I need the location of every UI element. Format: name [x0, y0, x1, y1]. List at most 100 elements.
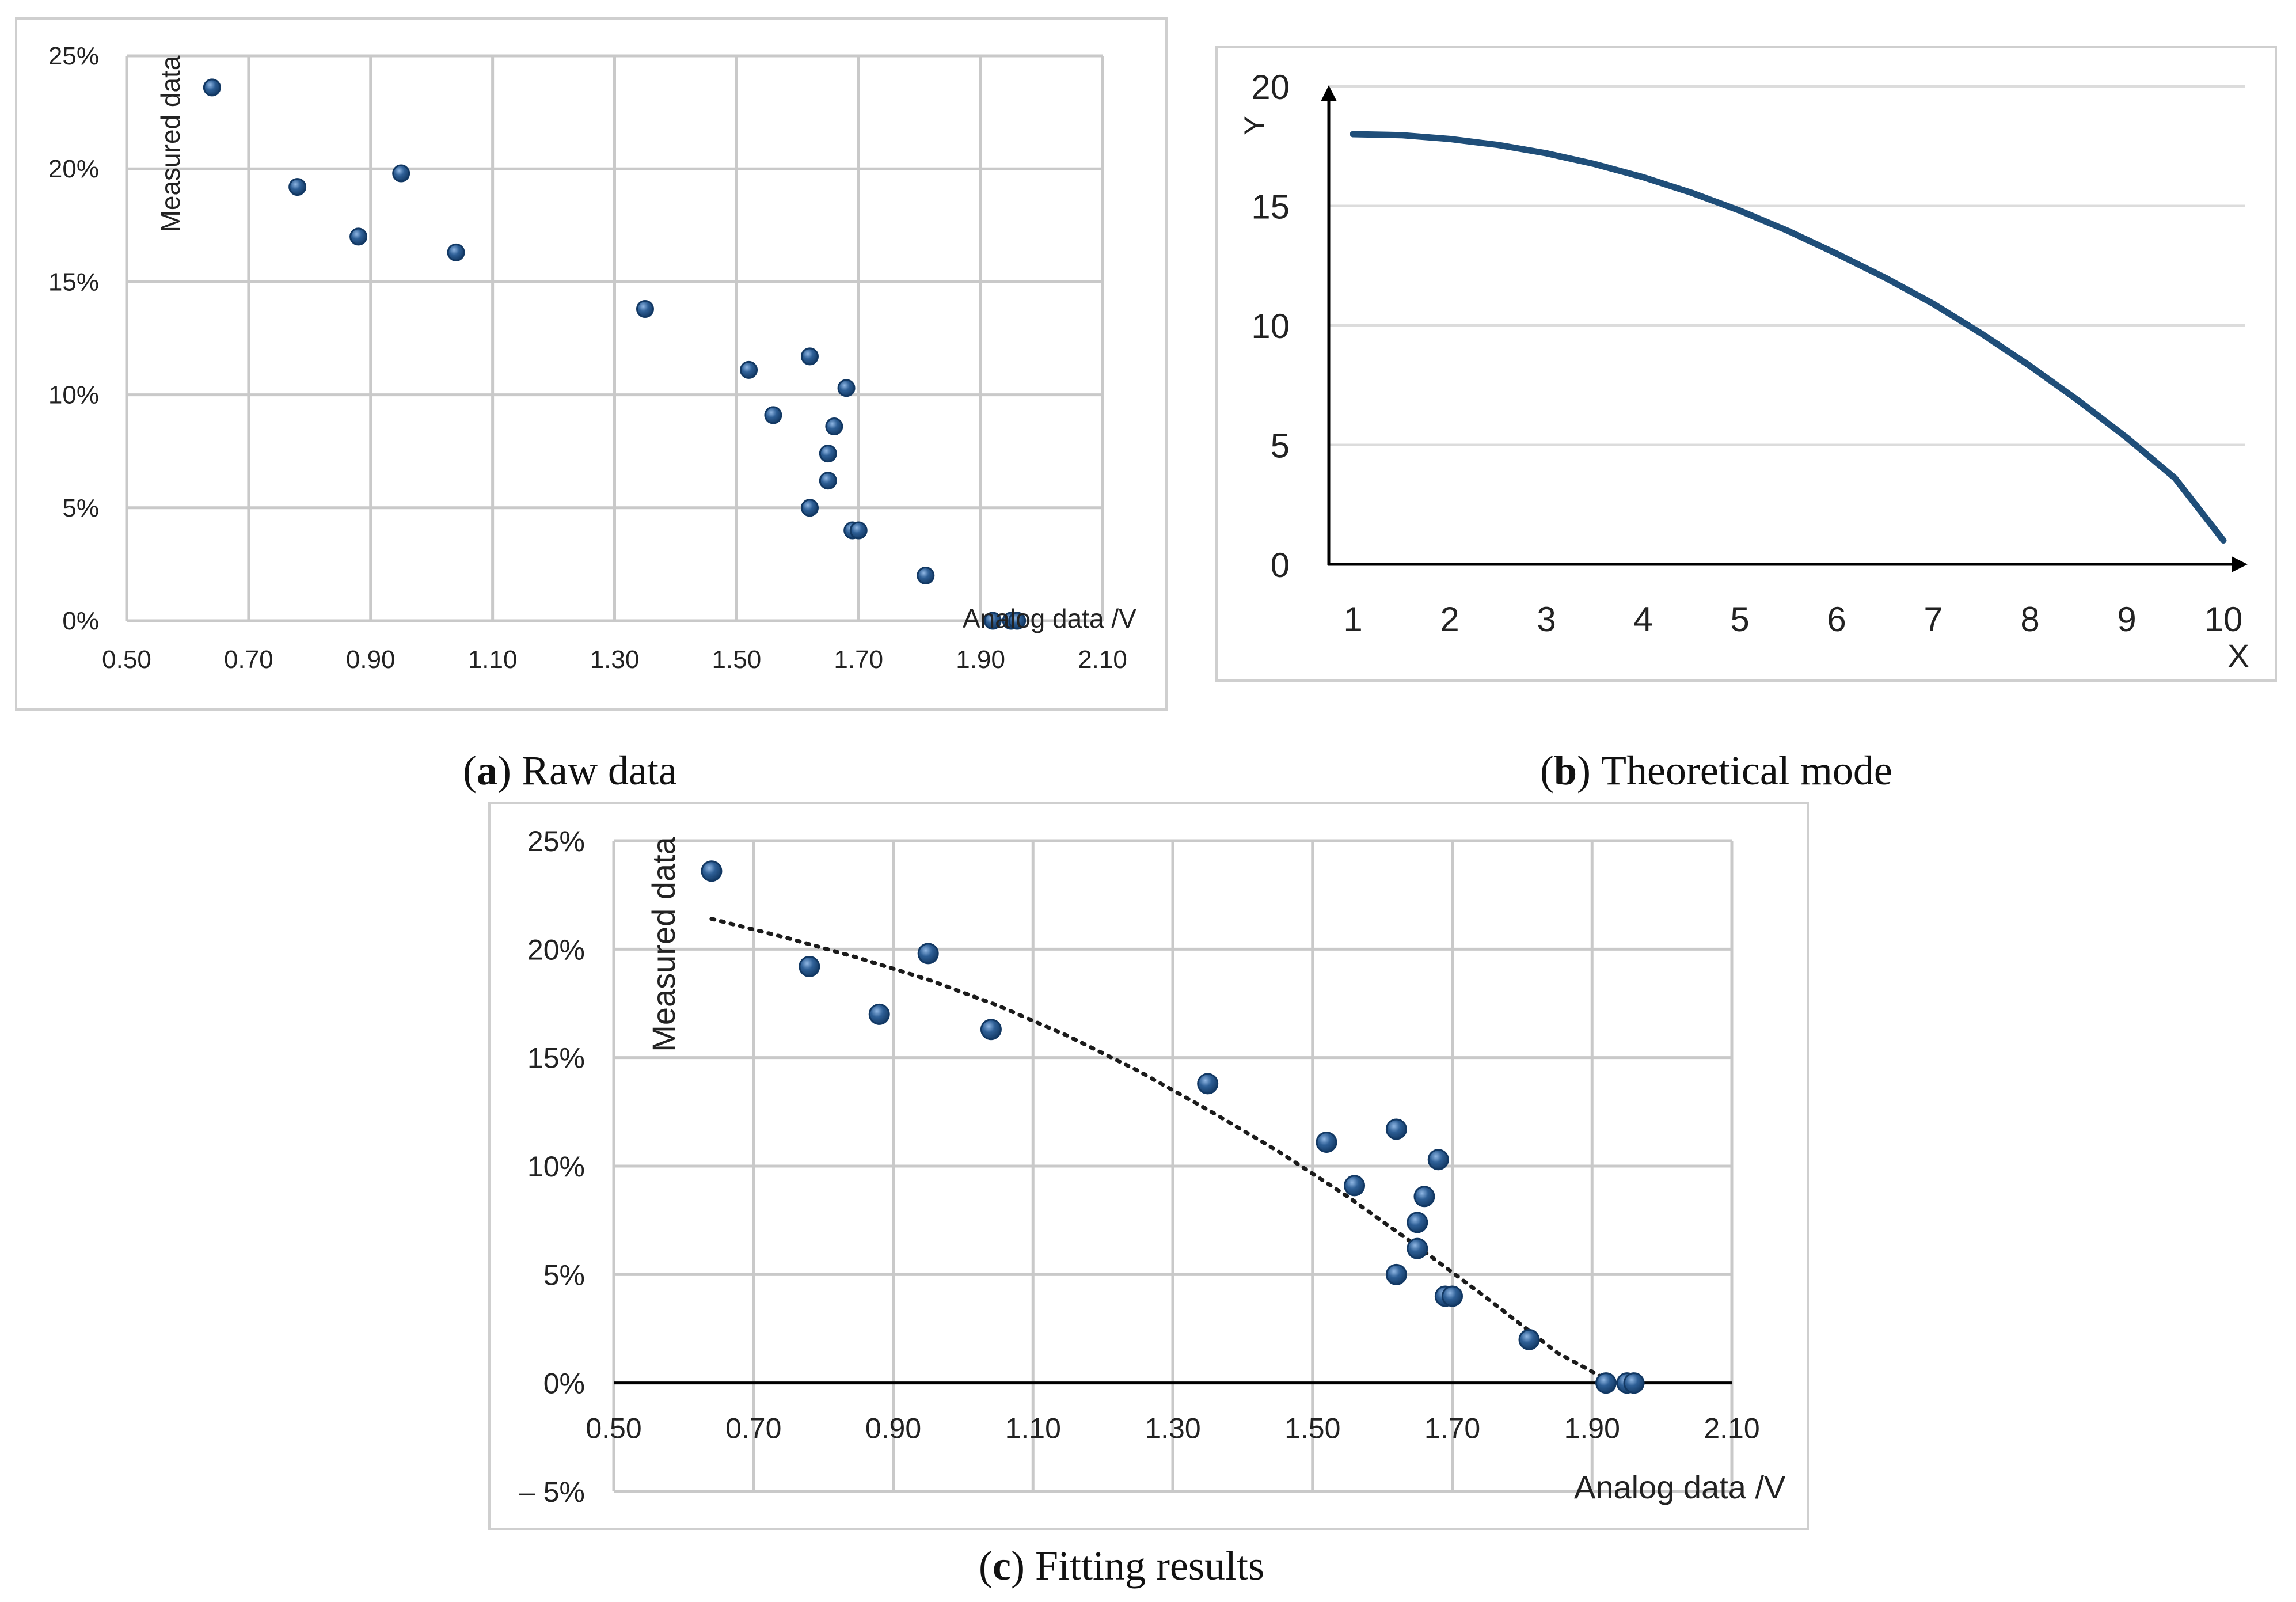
panel-a-x-tick-label: 1.70 [834, 646, 883, 674]
panel-c-x-tick-label: 0.90 [865, 1413, 921, 1445]
panel-c-x-axis-label: Analog data /V [1574, 1469, 1786, 1505]
panel-b-x-tick-label: 6 [1827, 600, 1846, 639]
panel-a-data-point [764, 406, 782, 424]
panel-a-x-tick-label: 1.30 [590, 646, 640, 674]
panel-c-x-tick-label: 0.70 [725, 1413, 781, 1445]
panel-a-x-tick-label: 1.10 [468, 646, 518, 674]
panel-b-y-tick-label: 10 [1251, 307, 1290, 346]
panel-c-data-point [1518, 1328, 1540, 1350]
panel-a-data-point [740, 360, 758, 379]
panel-a-y-tick-label: 15% [48, 268, 99, 296]
panel-a-data-point [392, 164, 410, 183]
panel-b-x-tick-label: 9 [2117, 600, 2136, 639]
panel-c-y-tick-label: 5% [543, 1259, 585, 1291]
panel-b-caption-label: b [1554, 747, 1577, 794]
panel-b-x-tick-label: 5 [1730, 600, 1749, 639]
panel-c-data-point [1385, 1263, 1407, 1285]
panel-c-y-tick-label: 20% [527, 933, 585, 966]
panel-c-x-tick-label: 1.30 [1145, 1413, 1200, 1445]
panel-b-theoretical-mode: 1 2 3 4 5 6 7 8 9 10 0 5 10 15 20 Y X [1215, 46, 2277, 682]
panel-b-y-axis-label: Y [1238, 116, 1271, 135]
panel-c-caption-close: ) [1011, 1543, 1025, 1589]
panel-a-caption-label: a [477, 747, 497, 794]
panel-b-x-tick-label: 1 [1343, 600, 1362, 639]
panel-c-data-point [917, 943, 939, 965]
panel-c-trendline [709, 917, 1615, 1385]
panel-a-frame [15, 17, 1168, 711]
panel-a-x-tick-label: 0.90 [346, 646, 396, 674]
panel-a-y-tick-label: 10% [48, 381, 99, 409]
panel-c-x-tick-label: 2.10 [1704, 1413, 1759, 1445]
panel-c-y-tick-label: – 5% [519, 1476, 585, 1508]
panel-b-x-tick-label: 3 [1537, 600, 1556, 639]
panel-a-data-point [819, 445, 837, 463]
panel-a-x-tick-label: 0.50 [102, 646, 151, 674]
panel-b-y-tick-label: 20 [1251, 68, 1290, 107]
panel-b-caption: (b) Theoretical mode [1540, 747, 1892, 794]
panel-a-data-point [1008, 612, 1027, 630]
panel-b-x-axis-arrow [2232, 556, 2248, 572]
panel-b-y-axis-arrow [1321, 85, 1337, 101]
panel-c-data-point [1385, 1118, 1407, 1140]
panel-a-y-tick-label: 0% [62, 607, 99, 635]
panel-c-data-point [1595, 1372, 1617, 1394]
panel-c-data-point [1344, 1175, 1366, 1197]
panel-b-x-tick-label: 2 [1440, 600, 1459, 639]
panel-c-y-tick-label: 10% [527, 1151, 585, 1183]
panel-b-caption-open: ( [1540, 747, 1554, 794]
panel-b-caption-close: ) [1577, 747, 1591, 794]
panel-a-x-axis-label: Analog data /V [963, 603, 1136, 633]
panel-b-x-tick-label: 7 [1924, 600, 1943, 639]
panel-a-caption-text: Raw data [522, 747, 677, 794]
panel-a-data-point [837, 379, 856, 397]
panel-a-data-point [825, 417, 843, 436]
panel-b-y-tick-label: 5 [1271, 427, 1290, 465]
panel-c-y-tick-label: 15% [527, 1042, 585, 1075]
panel-c-x-tick-label: 1.50 [1284, 1413, 1340, 1445]
panel-a-y-tick-label: 20% [48, 155, 99, 183]
panel-a-caption: (a) Raw data [463, 747, 677, 794]
panel-b-x-axis-label: X [2227, 637, 2249, 674]
panel-a-data-point [203, 78, 221, 97]
panel-b-x-tick-label: 4 [1633, 600, 1652, 639]
panel-a-y-tick-label: 5% [62, 494, 99, 522]
panel-a-data-point [447, 243, 465, 261]
panel-a-x-tick-label: 1.50 [712, 646, 762, 674]
panel-a-raw-data: 0.50 0.70 0.90 1.10 1.30 1.50 1.70 1.90 2.10 0% 5… [15, 17, 1168, 711]
panel-c-data-point [1407, 1237, 1428, 1259]
panel-c-fitting-results: 0.50 0.70 0.90 1.10 1.30 1.50 1.70 1.90 2.10 – 5… [488, 802, 1809, 1530]
panel-a-data-point [801, 499, 819, 517]
panel-a-data-point [917, 567, 935, 585]
panel-c-x-tick-label: 1.90 [1564, 1413, 1620, 1445]
panel-b-frame [1215, 46, 2277, 682]
panel-c-data-point [1407, 1212, 1428, 1233]
panel-a-data-point [849, 521, 868, 540]
panel-c-data-point [1316, 1132, 1337, 1153]
panel-c-data-point [1442, 1285, 1463, 1307]
panel-c-data-point [1623, 1372, 1645, 1394]
panel-c-data-point [980, 1019, 1002, 1041]
panel-a-caption-close: ) [497, 747, 511, 794]
panel-a-y-tick-label: 25% [48, 42, 99, 70]
panel-c-caption: (c) Fitting results [979, 1543, 1264, 1589]
panel-c-y-tick-label: 0% [543, 1368, 585, 1400]
panel-c-data-point [1197, 1073, 1219, 1095]
panel-a-caption-open: ( [463, 747, 477, 794]
panel-a-data-point [349, 227, 368, 246]
panel-c-x-tick-label: 1.10 [1005, 1413, 1061, 1445]
panel-b-x-tick-label: 8 [2020, 600, 2039, 639]
panel-c-y-tick-label: 25% [527, 825, 585, 857]
panel-c-y-axis-label: Measured data [645, 836, 682, 1051]
panel-a-data-point [801, 347, 819, 366]
panel-b-model-curve [1350, 131, 2227, 544]
panel-c-x-tick-label: 0.50 [586, 1413, 641, 1445]
panel-a-data-point [983, 612, 1002, 630]
panel-c-data-point [868, 1003, 890, 1025]
panel-a-data-point [636, 299, 654, 318]
panel-b-x-tick-label: 10 [2204, 600, 2243, 639]
panel-b-caption-text: Theoretical mode [1601, 747, 1892, 794]
panel-c-caption-label: c [993, 1543, 1011, 1589]
panel-b-y-tick-label: 15 [1251, 188, 1290, 226]
panel-b-y-tick-label: 0 [1271, 546, 1290, 584]
